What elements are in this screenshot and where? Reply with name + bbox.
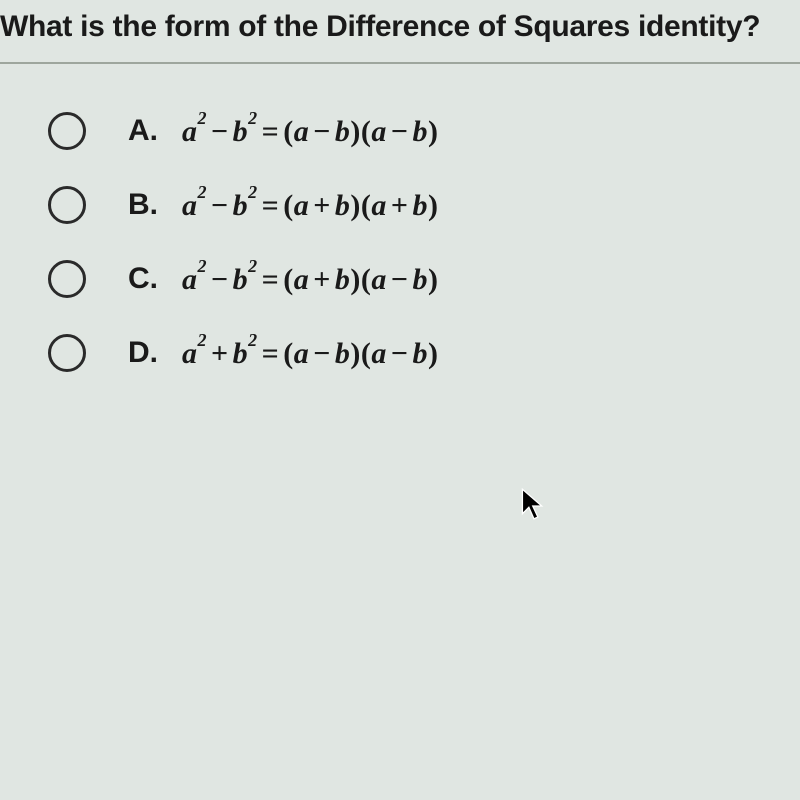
option-letter-b: B. bbox=[128, 188, 162, 222]
option-d[interactable]: D. a2+b2=(a−b)(a−b) bbox=[48, 334, 800, 372]
option-letter-a: A. bbox=[128, 114, 162, 148]
radio-b[interactable] bbox=[48, 186, 86, 224]
radio-c[interactable] bbox=[48, 260, 86, 298]
radio-a[interactable] bbox=[48, 112, 86, 150]
option-a[interactable]: A. a2−b2=(a−b)(a−b) bbox=[48, 112, 800, 150]
option-letter-c: C. bbox=[128, 262, 162, 296]
options-list: A. a2−b2=(a−b)(a−b) B. a2−b2=(a+b)(a+b) … bbox=[0, 64, 800, 372]
option-b[interactable]: B. a2−b2=(a+b)(a+b) bbox=[48, 186, 800, 224]
radio-d[interactable] bbox=[48, 334, 86, 372]
cursor-icon bbox=[520, 488, 548, 529]
question-header: What is the form of the Difference of Sq… bbox=[0, 0, 800, 62]
option-c[interactable]: C. a2−b2=(a+b)(a−b) bbox=[48, 260, 800, 298]
formula-d: a2+b2=(a−b)(a−b) bbox=[182, 336, 438, 371]
formula-a: a2−b2=(a−b)(a−b) bbox=[182, 114, 438, 149]
question-text: What is the form of the Difference of Sq… bbox=[0, 10, 780, 44]
option-letter-d: D. bbox=[128, 336, 162, 370]
formula-b: a2−b2=(a+b)(a+b) bbox=[182, 188, 438, 223]
formula-c: a2−b2=(a+b)(a−b) bbox=[182, 262, 438, 297]
